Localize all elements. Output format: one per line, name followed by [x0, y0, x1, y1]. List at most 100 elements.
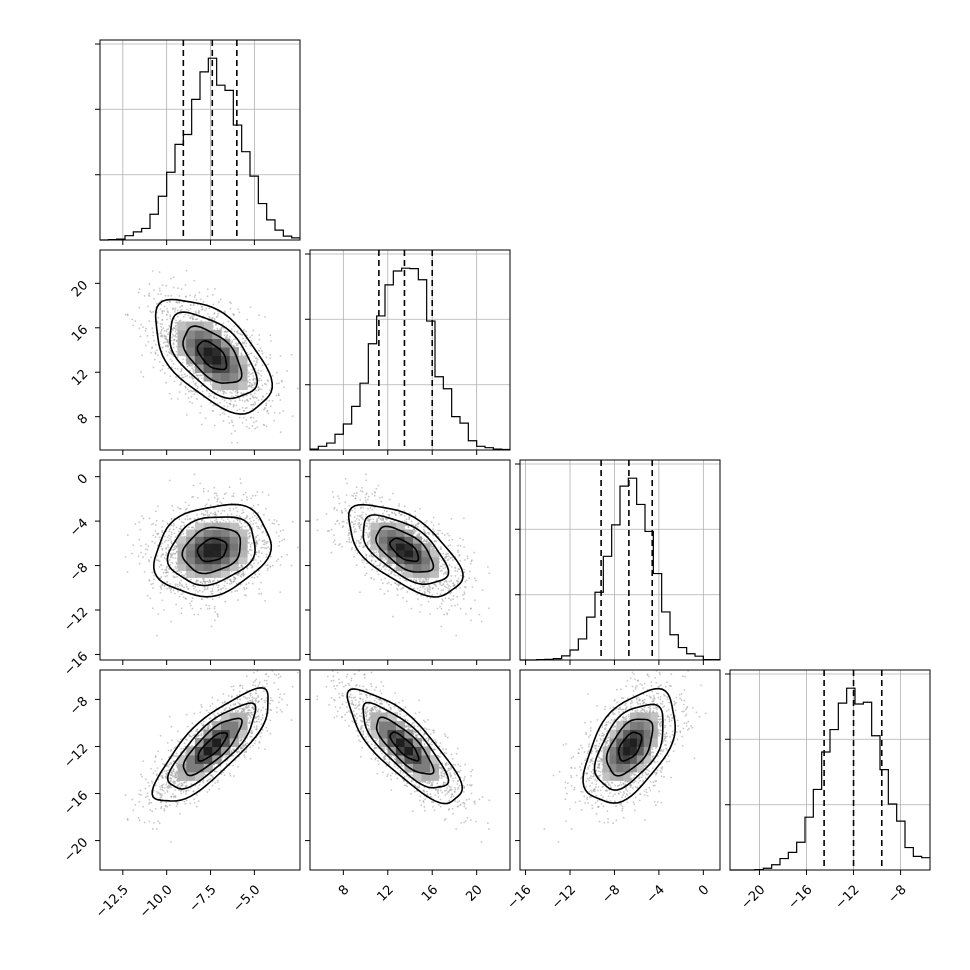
scatter-point	[216, 391, 219, 394]
scatter-point	[217, 497, 219, 500]
scatter-point	[270, 340, 272, 342]
scatter-point	[171, 336, 173, 339]
scatter-point	[234, 578, 237, 580]
scatter-point	[164, 541, 166, 543]
scatter-point	[215, 316, 218, 318]
scatter-point	[441, 598, 444, 601]
scatter-point	[163, 310, 166, 312]
contour-0	[196, 340, 228, 371]
scatter-point	[194, 592, 197, 595]
scatter-point	[184, 392, 187, 395]
scatter-point	[134, 320, 137, 323]
scatter-point	[439, 546, 442, 549]
scatter-point	[163, 334, 166, 337]
scatter-point	[238, 399, 241, 402]
scatter-point	[165, 284, 168, 287]
scatter-point	[359, 498, 362, 501]
scatter-point	[248, 363, 251, 366]
scatter-point	[248, 532, 251, 534]
scatter-point	[408, 518, 410, 521]
scatter-point	[234, 590, 237, 592]
scatter-point	[257, 555, 260, 558]
scatter-point	[244, 407, 247, 410]
scatter-point	[240, 482, 242, 485]
density-cell	[194, 321, 205, 331]
scatter-point	[242, 574, 245, 577]
scatter-point	[279, 564, 282, 566]
scatter-point	[383, 592, 386, 595]
scatter-point	[245, 587, 248, 590]
scatter-point	[277, 382, 280, 385]
scatter-point	[409, 585, 412, 587]
scatter-point	[172, 335, 175, 337]
scatter-point	[223, 580, 226, 583]
scatter-point	[172, 342, 175, 345]
scatter-point	[262, 423, 265, 426]
scatter-point	[408, 516, 411, 519]
scatter-point	[192, 368, 195, 371]
density-cell	[203, 321, 213, 331]
scatter-point	[250, 339, 253, 342]
density-cell	[194, 563, 205, 571]
scatter-point	[203, 588, 206, 591]
scatter-point	[236, 514, 238, 517]
scatter-point	[439, 583, 442, 585]
scatter-point	[153, 289, 155, 292]
scatter-point	[165, 337, 167, 340]
scatter-point	[375, 554, 378, 556]
scatter-point	[224, 521, 227, 523]
scatter-point	[168, 559, 171, 561]
scatter-point	[223, 413, 226, 415]
scatter-point	[230, 582, 233, 585]
scatter-point	[144, 344, 147, 347]
scatter-point	[158, 360, 161, 363]
density-cell	[177, 321, 187, 331]
density-cell	[177, 338, 187, 348]
scatter-point	[215, 492, 218, 495]
scatter-point	[260, 374, 263, 377]
scatter-point	[222, 519, 225, 522]
scatter-point	[126, 313, 129, 316]
scatter-point	[457, 577, 460, 580]
scatter-point	[379, 557, 382, 560]
density-cell	[186, 529, 196, 537]
scatter-point	[249, 545, 252, 548]
scatter-point	[175, 336, 178, 338]
scatter-point	[164, 294, 167, 297]
scatter-point	[208, 315, 211, 318]
scatter-point	[441, 569, 443, 572]
scatter-point	[426, 590, 429, 593]
scatter-point	[170, 524, 173, 527]
scatter-point	[172, 556, 174, 559]
scatter-point	[167, 546, 170, 549]
scatter-point	[273, 411, 276, 414]
scatter-point	[200, 377, 203, 380]
scatter-point	[217, 615, 219, 618]
scatter-point	[124, 313, 127, 316]
scatter-point	[186, 518, 189, 521]
scatter-point	[261, 384, 264, 387]
scatter-point	[152, 587, 154, 590]
scatter-point	[261, 395, 264, 398]
scatter-point	[222, 420, 225, 422]
scatter-point	[366, 498, 369, 501]
scatter-point	[145, 327, 147, 330]
scatter-point	[217, 584, 220, 587]
scatter-point	[257, 503, 260, 506]
scatter-point	[254, 514, 256, 517]
scatter-point	[361, 486, 363, 489]
scatter-point	[149, 597, 152, 600]
scatter-point	[148, 283, 151, 285]
scatter-point	[182, 358, 184, 361]
scatter-point	[221, 509, 224, 512]
scatter-point	[165, 569, 168, 572]
scatter-point	[473, 551, 476, 554]
scatter-point	[175, 322, 178, 324]
scatter-point	[165, 313, 168, 316]
scatter-point	[159, 322, 162, 325]
scatter-point	[459, 586, 461, 589]
scatter-point	[354, 520, 357, 522]
scatter-point	[254, 494, 257, 497]
scatter-point	[167, 333, 169, 336]
scatter-point	[173, 552, 176, 555]
